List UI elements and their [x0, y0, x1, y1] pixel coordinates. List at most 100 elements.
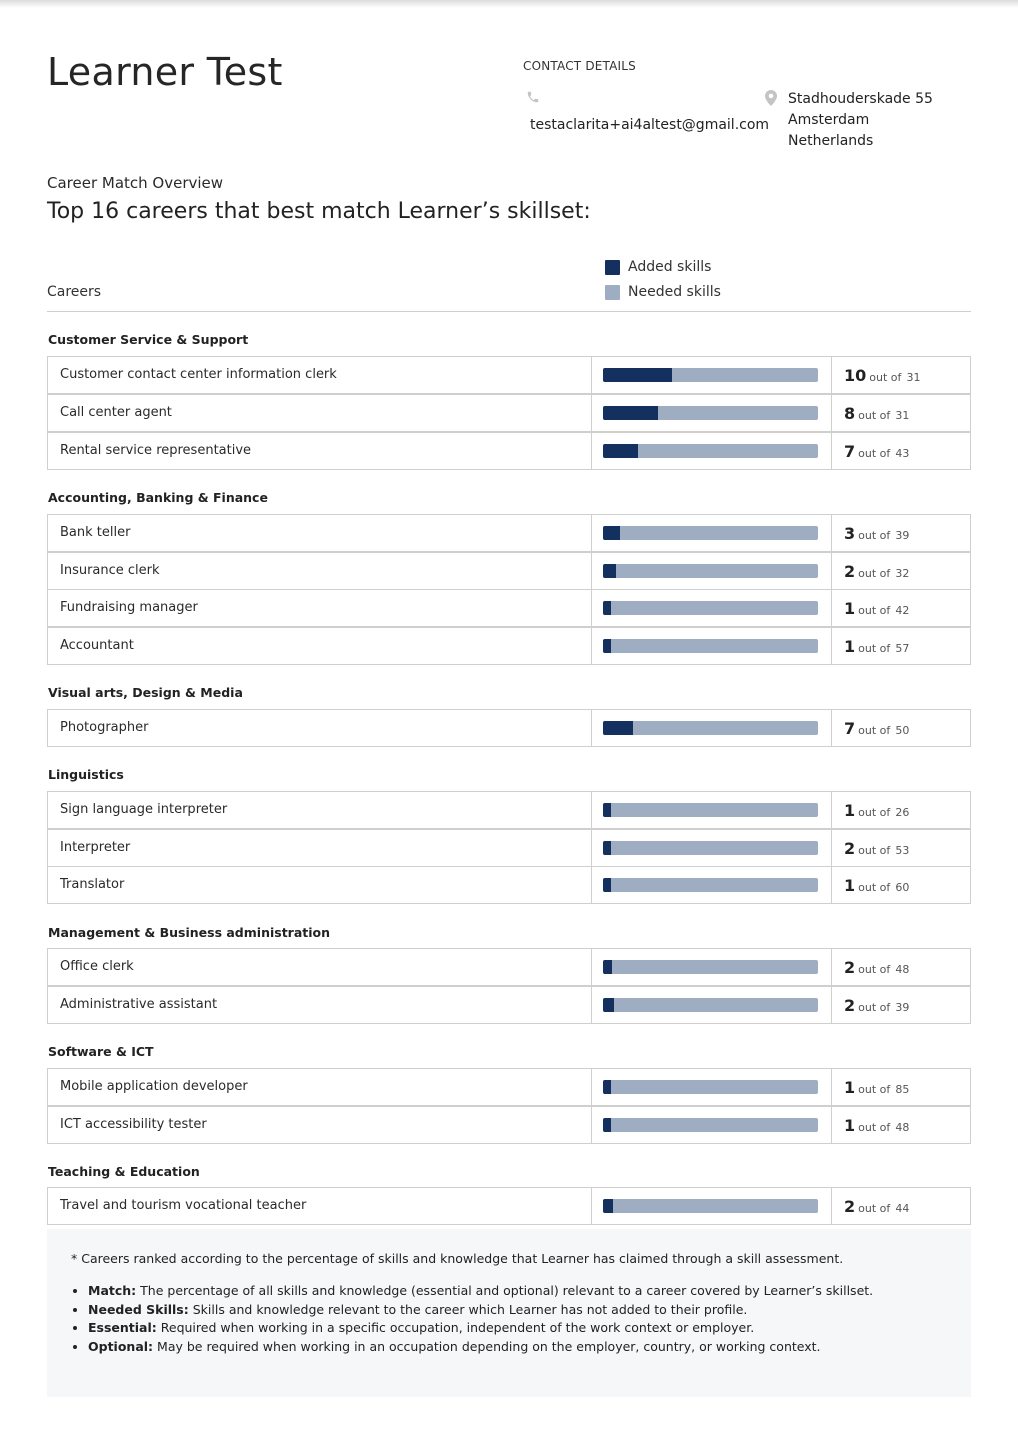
column-divider	[591, 515, 592, 551]
skill-match-bar	[603, 526, 818, 540]
career-row: Translator 1 out of 60	[47, 866, 971, 904]
career-row: Mobile application developer 1 out of 85	[47, 1068, 971, 1106]
match-score: 2 out of 53	[844, 830, 909, 869]
total-count: 43	[895, 447, 910, 460]
career-row: Accountant 1 out of 57	[47, 627, 971, 665]
added-skills-fill	[603, 368, 673, 382]
added-skills-fill	[603, 803, 612, 817]
matched-count: 2	[844, 958, 856, 977]
category-heading: Customer Service & Support	[48, 332, 249, 347]
skill-match-bar	[603, 878, 818, 892]
added-skills-fill	[603, 841, 612, 855]
definition-term: Optional:	[88, 1338, 154, 1354]
matched-count: 10	[844, 366, 867, 385]
column-divider	[831, 949, 832, 985]
total-count: 42	[895, 604, 910, 617]
career-name: Customer contact center information cler…	[60, 367, 337, 382]
column-divider	[831, 792, 832, 828]
column-divider	[831, 830, 832, 866]
column-divider	[591, 553, 592, 589]
career-row: Photographer 7 out of 50	[47, 709, 971, 747]
matched-count: 2	[844, 562, 856, 581]
legend-needed-label: Needed skills	[628, 284, 721, 300]
contact-details-title: CONTACT DETAILS	[523, 59, 636, 73]
definition-term: Match:	[88, 1283, 137, 1298]
career-row: Bank teller 3 out of 39	[47, 514, 971, 552]
column-divider	[831, 628, 832, 664]
column-divider	[591, 1069, 592, 1105]
added-skills-fill	[603, 639, 611, 653]
definition-text: Required when working in a specific occu…	[160, 1320, 755, 1335]
total-count: 31	[906, 371, 921, 384]
career-row: Customer contact center information cler…	[47, 356, 971, 394]
definition-item: Optional: May be required when working i…	[88, 1338, 947, 1357]
matched-count: 7	[844, 719, 856, 738]
out-of-label: out of	[858, 724, 891, 737]
total-count: 53	[895, 844, 910, 857]
matched-count: 2	[844, 1197, 856, 1216]
out-of-label: out of	[858, 881, 891, 894]
match-score: 1 out of 85	[844, 1069, 909, 1108]
career-name: Photographer	[60, 720, 149, 735]
total-count: 60	[895, 881, 910, 894]
column-divider	[591, 628, 592, 664]
match-score: 1 out of 48	[844, 1107, 909, 1146]
total-count: 48	[895, 1121, 910, 1134]
skill-match-bar	[603, 368, 818, 382]
career-name: Interpreter	[60, 840, 131, 855]
total-count: 50	[895, 724, 910, 737]
column-divider	[831, 1069, 832, 1105]
legend-added-swatch	[605, 259, 620, 275]
definition-text: Skills and knowledge relevant to the car…	[192, 1301, 748, 1317]
definition-item: Match: The percentage of all skills and …	[88, 1282, 947, 1301]
match-score: 1 out of 26	[844, 792, 909, 831]
out-of-label: out of	[858, 1001, 891, 1014]
out-of-label: out of	[858, 806, 891, 819]
match-score: 7 out of 43	[844, 433, 909, 472]
total-count: 57	[895, 642, 910, 655]
legend-needed-skills: Needed skills	[605, 284, 721, 300]
added-skills-fill	[603, 721, 634, 735]
learner-name: Learner Test	[47, 50, 283, 94]
column-divider	[831, 987, 832, 1023]
definition-item: Needed Skills: Skills and knowledge rele…	[88, 1301, 947, 1320]
ranking-footnote: * Careers ranked according to the percen…	[71, 1251, 844, 1266]
career-name: Fundraising manager	[60, 600, 198, 615]
matched-count: 1	[844, 599, 856, 618]
definition-text: The percentage of all skills and knowled…	[140, 1283, 874, 1298]
career-name: Call center agent	[60, 405, 172, 420]
column-divider	[591, 357, 592, 393]
column-divider	[831, 1188, 832, 1224]
category-heading: Visual arts, Design & Media	[48, 685, 243, 700]
matched-count: 8	[844, 404, 856, 423]
career-name: Mobile application developer	[60, 1079, 248, 1094]
skill-match-bar	[603, 639, 818, 653]
skill-match-bar	[603, 444, 818, 458]
skill-match-bar	[603, 841, 818, 855]
career-row: Sign language interpreter 1 out of 26	[47, 791, 971, 829]
map-pin-icon	[765, 90, 777, 106]
match-score: 2 out of 44	[844, 1188, 909, 1227]
column-divider	[831, 553, 832, 589]
matched-count: 2	[844, 996, 856, 1015]
column-divider	[831, 515, 832, 551]
added-skills-fill	[603, 444, 638, 458]
contact-email[interactable]: testaclarita+ai4altest@gmail.com	[530, 117, 770, 133]
match-score: 2 out of 48	[844, 949, 909, 988]
added-skills-fill	[603, 564, 617, 578]
skill-match-bar	[603, 601, 818, 615]
total-count: 26	[895, 806, 910, 819]
skill-match-bar	[603, 960, 818, 974]
career-name: Rental service representative	[60, 443, 252, 458]
column-divider	[831, 395, 832, 431]
overview-label: Career Match Overview	[47, 174, 224, 192]
match-score: 8 out of 31	[844, 395, 909, 434]
total-count: 32	[895, 567, 910, 580]
career-name: Translator	[60, 877, 125, 892]
match-score: 10 out of 31	[844, 357, 920, 396]
career-row: Office clerk 2 out of 48	[47, 948, 971, 986]
column-divider	[591, 433, 592, 469]
total-count: 39	[895, 1001, 910, 1014]
match-score: 2 out of 32	[844, 553, 909, 592]
skill-match-bar	[603, 406, 818, 420]
